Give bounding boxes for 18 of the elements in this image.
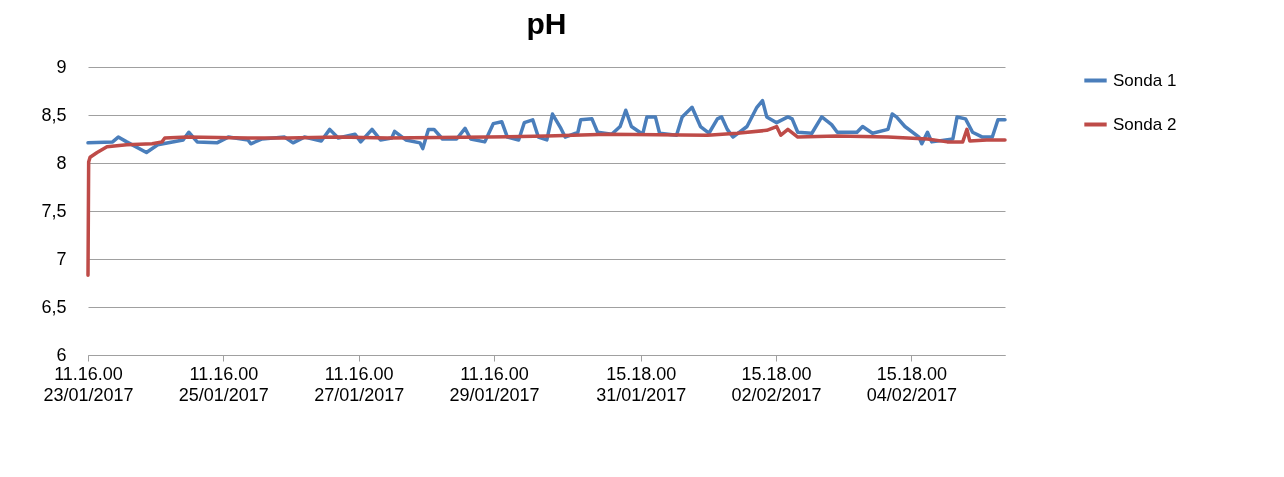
y-tick-label: 9 (56, 56, 67, 77)
x-tick-label: 15.18.00 31/01/2017 (596, 363, 687, 405)
x-tick-label: 11.16.00 25/01/2017 (178, 363, 269, 405)
y-tick-label: 8,5 (41, 104, 67, 125)
y-tick-label: 7,5 (41, 200, 67, 221)
line-series (86, 124, 1007, 278)
x-tick-label: 15.18.00 04/02/2017 (866, 363, 957, 405)
y-tick-label: 6 (56, 344, 67, 365)
x-tick-label: 11.16.00 29/01/2017 (449, 363, 540, 405)
legend-label: Sonda 2 (1113, 114, 1177, 134)
y-tick-label: 8 (56, 152, 67, 173)
chart-title: pH (526, 7, 567, 40)
y-tick-label: 7 (56, 248, 67, 269)
y-tick-label: 6,5 (41, 296, 67, 317)
x-tick-label: 15.18.00 02/02/2017 (731, 363, 822, 405)
legend-label: Sonda 1 (1113, 70, 1177, 90)
x-tick-label: 11.16.00 23/01/2017 (43, 363, 134, 405)
x-tick-label: 11.16.00 27/01/2017 (314, 363, 405, 405)
